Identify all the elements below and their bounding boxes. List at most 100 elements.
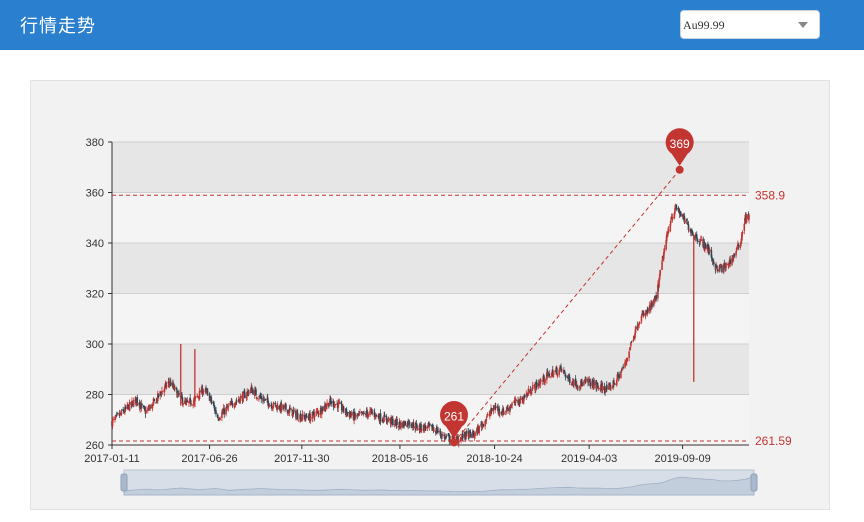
- candle-body: [231, 400, 233, 403]
- candle-body: [517, 400, 519, 404]
- candle-body: [509, 406, 512, 408]
- candle-body: [466, 431, 468, 433]
- candle-body: [662, 252, 665, 260]
- candle-body: [665, 240, 667, 250]
- candle-body: [218, 419, 220, 421]
- candle-body: [552, 372, 555, 378]
- candle-body: [260, 395, 263, 400]
- candle-body: [657, 284, 659, 299]
- candle-body: [345, 408, 348, 415]
- candle-body: [717, 268, 719, 272]
- candle-body: [581, 382, 583, 387]
- candle-body: [621, 368, 623, 371]
- candle-body: [493, 407, 495, 410]
- candle-body: [550, 375, 552, 378]
- candle-body: [610, 387, 612, 389]
- candle-body: [155, 402, 157, 404]
- candle-body: [274, 402, 277, 405]
- candle-body: [638, 324, 640, 326]
- candle-body: [560, 365, 562, 369]
- candle-body: [288, 408, 291, 413]
- candle-body: [197, 396, 200, 398]
- candle-body: [354, 417, 357, 419]
- candle-body: [215, 410, 217, 415]
- candle-body: [740, 238, 743, 244]
- candle-body: [168, 381, 170, 384]
- candle-body: [147, 408, 149, 412]
- candle-body: [127, 405, 129, 407]
- grid-band: [112, 142, 749, 193]
- candle-body: [485, 418, 488, 421]
- candle-body: [718, 264, 721, 272]
- candle-body: [729, 259, 731, 264]
- candle-body: [143, 407, 146, 409]
- candle-body: [472, 430, 475, 435]
- candle-body: [322, 406, 324, 411]
- candle-body: [533, 384, 536, 386]
- candle-body: [510, 406, 513, 408]
- candle-body: [140, 403, 143, 408]
- candle-body: [687, 224, 690, 230]
- candle-body: [539, 381, 542, 385]
- candle-body: [124, 407, 127, 409]
- candle-body: [246, 391, 248, 397]
- candle-body: [202, 390, 205, 393]
- candle-body: [605, 384, 608, 390]
- grid-band: [112, 344, 749, 395]
- candle-body: [741, 231, 744, 234]
- candle-body: [568, 377, 571, 384]
- candle-body: [337, 402, 340, 409]
- candle-body: [408, 421, 411, 425]
- candle-body: [283, 406, 285, 409]
- y-tick-label: 340: [86, 238, 104, 250]
- candle-body: [118, 413, 121, 416]
- candle-body: [219, 418, 221, 420]
- candle-body: [706, 244, 709, 250]
- candle-body: [424, 427, 427, 429]
- candle-body: [647, 308, 649, 313]
- candle-body: [589, 382, 592, 387]
- candle-body: [696, 238, 699, 242]
- candle-body: [309, 417, 312, 422]
- zoom-handle-right[interactable]: [750, 473, 758, 492]
- candle-body: [710, 250, 713, 258]
- candle-body: [588, 378, 590, 380]
- candle-body: [390, 417, 393, 421]
- candle-body: [299, 414, 302, 421]
- candle-body: [629, 347, 632, 350]
- candle-body: [671, 217, 674, 220]
- candle-body: [571, 383, 573, 385]
- candle-body: [748, 214, 750, 220]
- candle-body: [112, 419, 114, 421]
- candle-body: [449, 439, 452, 441]
- candle-body: [465, 430, 468, 437]
- chevron-down-icon: [798, 22, 808, 28]
- candle-body: [206, 391, 209, 393]
- candle-body: [675, 207, 677, 209]
- candle-body: [383, 415, 385, 423]
- grid-band: [112, 243, 749, 294]
- candle-body: [114, 417, 116, 420]
- candle-body: [392, 418, 394, 426]
- candle-body: [255, 396, 258, 398]
- candle-body: [161, 390, 163, 395]
- candle-body: [336, 403, 338, 405]
- candle-body: [597, 385, 599, 388]
- candle-body: [494, 406, 496, 410]
- mark-point-label: 369: [670, 137, 690, 151]
- candle-body: [478, 425, 481, 433]
- candle-body: [209, 397, 211, 400]
- candle-body: [498, 408, 501, 413]
- candle-body: [433, 430, 435, 432]
- candle-body: [654, 298, 656, 302]
- candle-body: [574, 378, 577, 386]
- app-header: 行情走势 Au99.99: [0, 0, 864, 50]
- candle-body: [333, 404, 336, 408]
- candle-body: [486, 413, 489, 415]
- instrument-select[interactable]: Au99.99: [680, 10, 820, 39]
- candle-body: [690, 228, 692, 234]
- zoom-handle-left[interactable]: [120, 473, 128, 492]
- candle-body: [556, 374, 559, 377]
- candle-body: [189, 397, 191, 399]
- candle-body: [570, 384, 573, 386]
